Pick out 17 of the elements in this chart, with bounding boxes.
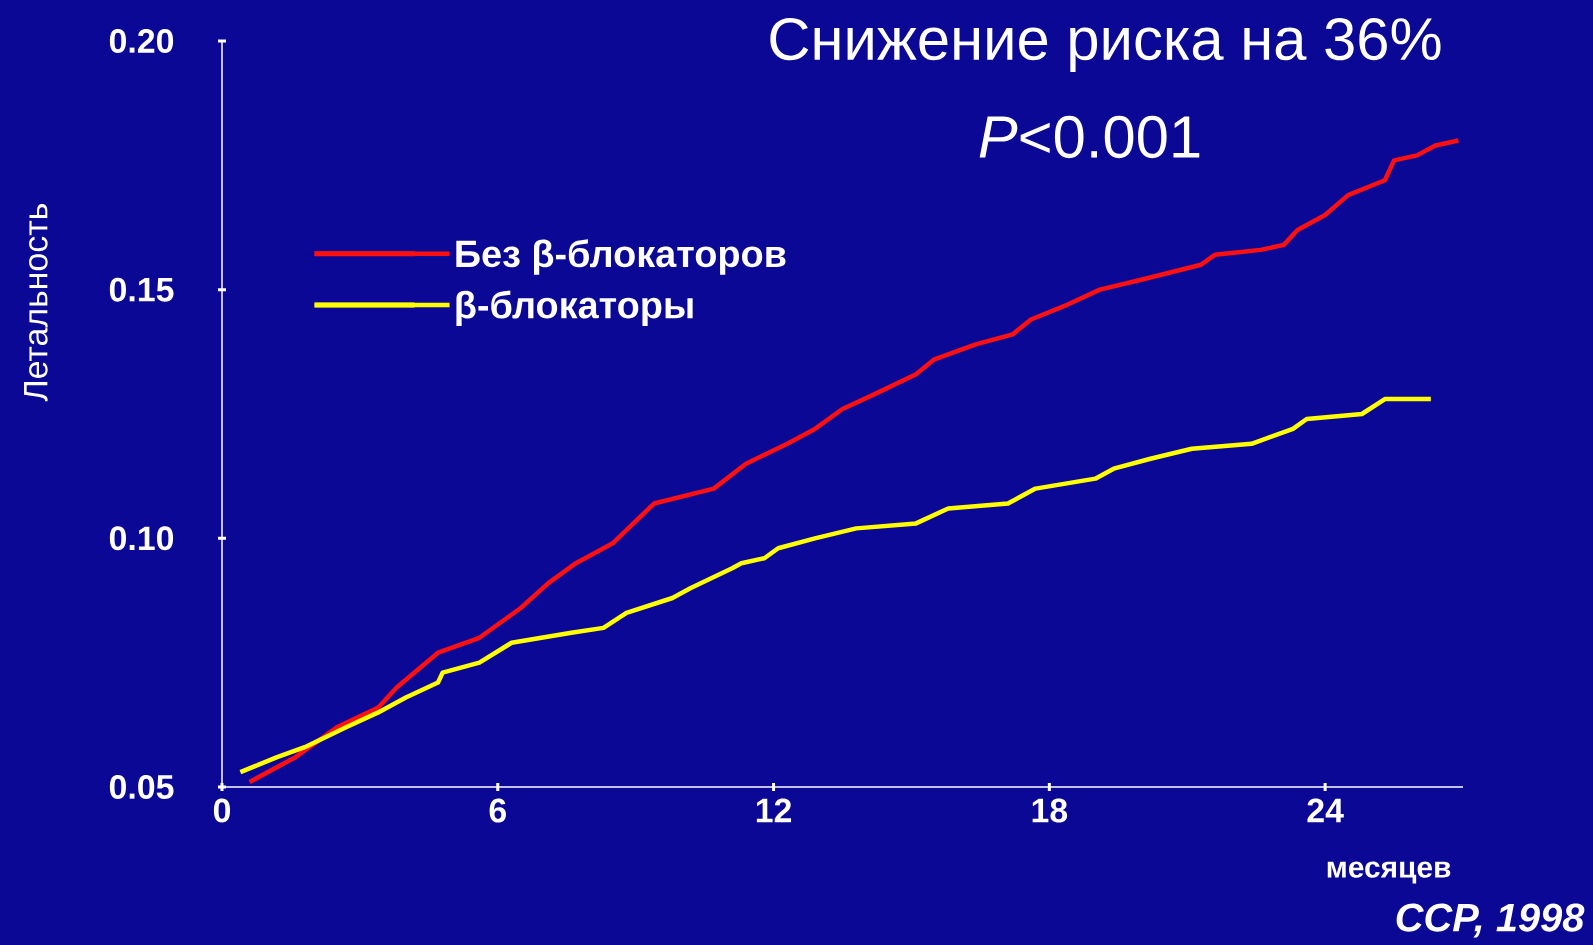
x-tick-label: 0: [213, 798, 231, 823]
x-tick-label: 24: [1307, 798, 1344, 823]
legend-label: Без β-блокаторов: [456, 239, 786, 275]
line-series: [238, 396, 1434, 775]
chart-title: Снижение риска на 36%: [770, 17, 1441, 73]
x-tick-label: 18: [1032, 798, 1068, 823]
legend-label: β-блокаторы: [456, 290, 693, 326]
text: P<0.001: [979, 115, 1200, 159]
y-tick-label: 0.20: [109, 28, 174, 53]
y-tick-label: 0.05: [109, 775, 174, 799]
y-tick-label: 0.15: [109, 277, 174, 302]
x-axis-title: месяцев: [1327, 861, 1451, 884]
y-tick-label: 0.10: [109, 526, 174, 551]
x-tick-label: 12: [756, 798, 792, 823]
y-axis-title: Летальность: [24, 204, 48, 402]
x-tick-label: 6: [489, 798, 506, 823]
text: CCP, 1998: [1396, 903, 1585, 938]
